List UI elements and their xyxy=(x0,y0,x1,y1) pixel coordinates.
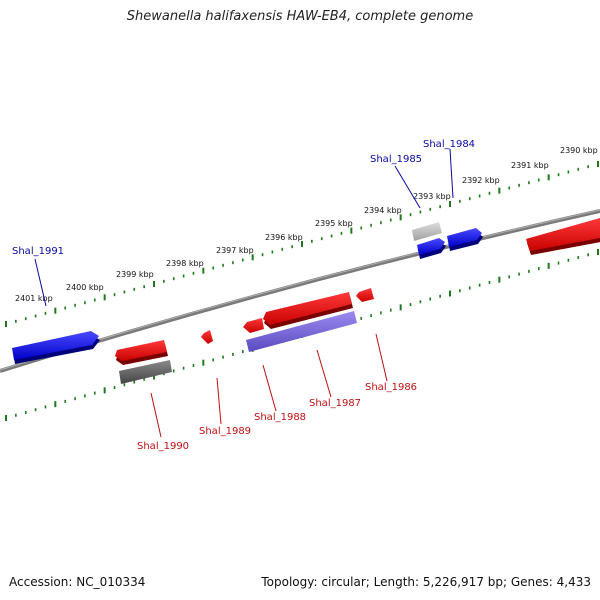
gene-shal-1991[interactable] xyxy=(12,331,100,364)
gene-shal-1985[interactable] xyxy=(417,238,446,259)
ruler-label-2394: 2394 kbp xyxy=(364,206,402,215)
ruler-label-2390: 2390 kbp xyxy=(560,146,598,155)
ruler-label-2393: 2393 kbp xyxy=(413,192,451,201)
ruler-label-2396: 2396 kbp xyxy=(265,233,303,242)
gene-label-shal-1987[interactable]: Shal_1987 xyxy=(309,398,361,409)
gene-shal-1987[interactable] xyxy=(263,292,353,329)
gene-shal-1989[interactable] xyxy=(201,330,213,344)
gene-shal-1988[interactable] xyxy=(243,318,264,333)
map-title: Shewanella halifaxensis HAW-EB4, complet… xyxy=(126,9,474,24)
gene-shal-1990[interactable] xyxy=(115,340,168,365)
gene-label-shal-1984[interactable]: Shal_1984 xyxy=(423,139,475,150)
gene-label-shal-1985[interactable]: Shal_1985 xyxy=(370,154,422,165)
gene-label-shal-1986[interactable]: Shal_1986 xyxy=(365,382,417,393)
ruler-label-2392: 2392 kbp xyxy=(462,176,500,185)
ruler-label-2399: 2399 kbp xyxy=(116,270,154,279)
accession-text: Accession: NC_010334 xyxy=(9,575,146,589)
ruler-label-2397: 2397 kbp xyxy=(216,246,254,255)
ruler-label-2391: 2391 kbp xyxy=(511,161,549,170)
gene-shal-1983-red[interactable] xyxy=(526,218,600,255)
ruler-label-2400: 2400 kbp xyxy=(66,283,104,292)
gene-label-shal-1988[interactable]: Shal_1988 xyxy=(254,412,306,423)
ruler-label-2395: 2395 kbp xyxy=(315,219,353,228)
gene-label-shal-1989[interactable]: Shal_1989 xyxy=(199,426,251,437)
gene-shal-1987-rna[interactable] xyxy=(246,311,357,352)
upper-ruler-ticks xyxy=(5,161,599,327)
gene-label-shal-1991[interactable]: Shal_1991 xyxy=(12,246,64,257)
genome-summary-text: Topology: circular; Length: 5,226,917 bp… xyxy=(261,575,591,589)
ruler-label-2401: 2401 kbp xyxy=(15,294,53,303)
ruler-label-2398: 2398 kbp xyxy=(166,259,204,268)
gene-shal-1986[interactable] xyxy=(356,288,374,302)
gene-shal-1990-pseudo[interactable] xyxy=(119,360,172,384)
gene-label-shal-1990[interactable]: Shal_1990 xyxy=(137,441,189,452)
gene-shal-1984[interactable] xyxy=(447,228,483,251)
gene-shal-1984-neighbor-light[interactable] xyxy=(412,222,442,241)
